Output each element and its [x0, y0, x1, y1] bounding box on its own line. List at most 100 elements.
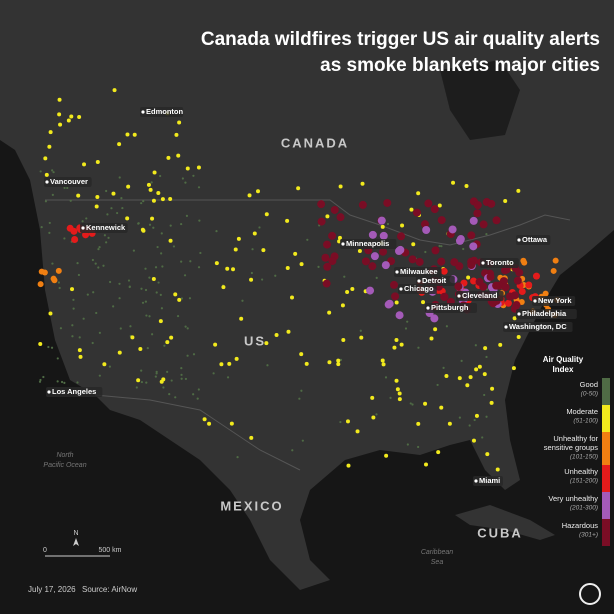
station-dot	[158, 319, 163, 324]
station-dot	[180, 377, 183, 380]
station-dot	[117, 142, 122, 147]
station-dot	[440, 267, 448, 275]
station-dot	[513, 276, 522, 285]
station-dot	[511, 366, 516, 371]
station-dot	[503, 199, 508, 204]
city-dot	[81, 226, 85, 230]
station-dot	[146, 182, 151, 187]
city-label-bg	[80, 223, 128, 233]
station-dot	[165, 340, 170, 345]
station-dot	[71, 324, 74, 327]
station-dot	[95, 159, 100, 164]
station-dot	[119, 327, 122, 330]
station-dot	[336, 213, 345, 222]
station-dot	[71, 236, 79, 244]
city-label-bg	[416, 276, 455, 286]
station-dot	[400, 223, 405, 228]
station-dot	[168, 238, 173, 243]
station-dot	[467, 231, 476, 240]
station-dot	[379, 231, 388, 240]
station-dot	[76, 262, 79, 265]
station-dot	[197, 388, 200, 391]
station-dot	[394, 378, 399, 383]
station-dot	[144, 288, 148, 292]
station-dot	[381, 362, 386, 367]
station-dot	[489, 400, 494, 405]
station-dot	[125, 216, 130, 221]
station-dot	[77, 273, 81, 277]
station-dot	[40, 226, 43, 229]
station-dot	[162, 386, 165, 389]
legend-label: Hazardous	[562, 521, 599, 530]
station-dot	[169, 335, 174, 340]
legend-label: Very unhealthy	[548, 494, 598, 503]
station-dot	[474, 367, 479, 372]
station-dot	[192, 393, 195, 396]
station-dot	[293, 251, 298, 256]
legend-swatch	[602, 465, 610, 492]
station-dot	[97, 248, 100, 251]
station-dot	[39, 378, 42, 382]
city-label-bg	[140, 107, 184, 117]
station-dot	[327, 360, 332, 365]
station-dot	[360, 181, 365, 186]
station-dot	[212, 372, 215, 375]
station-dot	[57, 281, 61, 284]
station-dot	[159, 293, 162, 296]
station-dot	[397, 397, 402, 402]
station-dot	[152, 226, 155, 229]
station-dot	[467, 261, 476, 270]
station-dot	[199, 251, 202, 255]
city-label: Minneapolis	[346, 239, 389, 248]
station-dot	[337, 235, 342, 240]
labels: Canada wildfires trigger US air quality …	[28, 29, 610, 605]
station-dot	[132, 132, 137, 137]
station-dot	[157, 281, 160, 284]
station-dot	[39, 170, 42, 173]
station-dot	[379, 247, 388, 256]
station-dot	[436, 383, 439, 387]
station-dot	[225, 266, 230, 271]
station-dot	[241, 299, 244, 302]
station-dot	[357, 248, 362, 253]
station-dot	[466, 275, 471, 280]
station-dot	[174, 396, 177, 399]
station-dot	[181, 177, 184, 180]
station-dot	[177, 297, 182, 302]
station-dot	[338, 184, 343, 189]
logo	[579, 583, 601, 605]
station-dot	[150, 216, 155, 221]
station-dot	[395, 387, 400, 392]
station-dot	[473, 418, 476, 422]
station-dot	[47, 345, 50, 349]
station-dot	[486, 272, 495, 281]
station-dot	[94, 262, 97, 265]
station-dot	[128, 285, 131, 288]
city-dot	[47, 390, 51, 394]
station-dot	[386, 222, 390, 226]
city-label: Ottawa	[522, 235, 548, 244]
station-dot	[56, 380, 59, 383]
station-dot	[151, 333, 154, 336]
station-dot	[42, 375, 45, 379]
station-dot	[470, 277, 478, 285]
station-dot	[341, 337, 346, 342]
station-dot	[359, 335, 364, 340]
station-dot	[525, 281, 533, 289]
station-dot	[95, 195, 100, 200]
station-dot	[69, 199, 72, 202]
station-dot	[394, 300, 399, 305]
station-dot	[492, 216, 501, 225]
legend-swatch	[602, 519, 610, 546]
legend-label: Good	[580, 380, 598, 389]
station-dot	[454, 282, 463, 291]
legend-range: (0-50)	[581, 391, 598, 398]
station-dot	[266, 364, 269, 367]
station-dot	[215, 229, 218, 233]
station-dot	[180, 222, 183, 226]
station-dot	[258, 226, 261, 229]
station-dot	[144, 267, 147, 270]
station-dot	[406, 320, 409, 323]
station-dot	[542, 290, 549, 297]
station-dot	[97, 266, 100, 269]
